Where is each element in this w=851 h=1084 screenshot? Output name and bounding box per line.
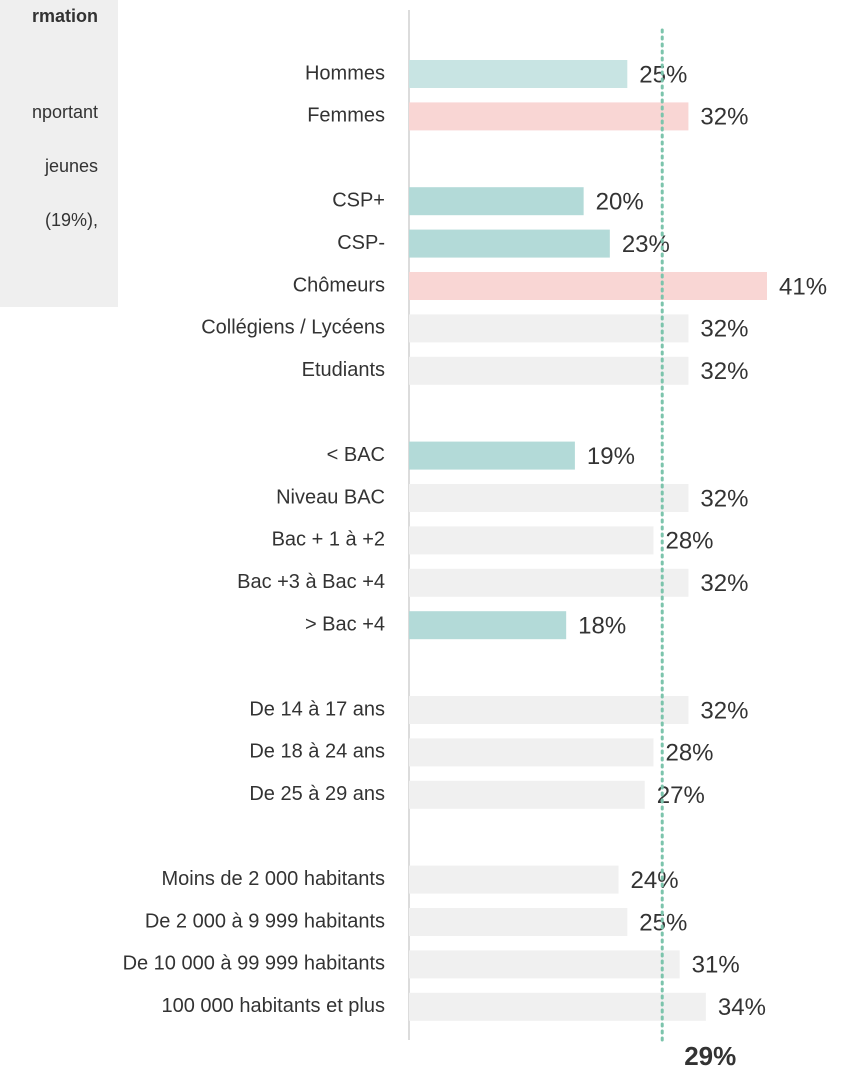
category-label: De 18 à 24 ans — [249, 741, 385, 763]
value-label: 20% — [596, 189, 644, 216]
category-label: De 14 à 17 ans — [249, 698, 385, 720]
value-label: 18% — [578, 613, 626, 640]
category-label: Hommes — [305, 62, 385, 84]
category-label: De 10 000 à 99 999 habitants — [123, 953, 385, 975]
bar — [409, 526, 654, 555]
category-label: De 25 à 29 ans — [249, 783, 385, 805]
value-label: 41% — [779, 273, 827, 300]
category-label: > Bac +4 — [305, 613, 385, 635]
category-label: 100 000 habitants et plus — [161, 995, 385, 1017]
reference-label: 29% — [684, 1041, 736, 1071]
value-label: 32% — [700, 697, 748, 724]
value-label: 32% — [700, 316, 748, 343]
value-label: 32% — [700, 570, 748, 597]
category-label: Niveau BAC — [276, 486, 385, 508]
category-label: Bac +3 à Bac +4 — [237, 571, 385, 593]
bar — [409, 865, 619, 894]
category-label: Chômeurs — [293, 274, 385, 296]
value-label: 31% — [692, 952, 740, 979]
bar — [409, 229, 610, 258]
value-label: 28% — [665, 740, 713, 767]
bar — [409, 484, 689, 512]
bar — [409, 60, 628, 88]
category-label: Moins de 2 000 habitants — [162, 868, 386, 890]
bar — [409, 950, 680, 979]
bar — [409, 780, 645, 809]
side-note-line: jeunes — [44, 156, 98, 176]
value-label: 32% — [700, 358, 748, 385]
value-label: 32% — [700, 485, 748, 512]
value-label: 28% — [665, 528, 713, 555]
category-label: CSP- — [337, 232, 385, 254]
value-label: 27% — [657, 782, 705, 809]
side-note-line: (19%), — [45, 210, 98, 230]
bar — [409, 992, 706, 1021]
category-label: De 2 000 à 9 999 habitants — [145, 910, 385, 932]
value-label: 24% — [631, 867, 679, 894]
bar — [409, 908, 628, 936]
value-label: 34% — [718, 994, 766, 1021]
side-note-box — [0, 0, 118, 307]
category-label: < BAC — [327, 444, 385, 466]
bar — [409, 441, 575, 470]
bar — [409, 696, 689, 724]
bar — [409, 314, 689, 343]
category-label: Collégiens / Lycéens — [201, 317, 385, 339]
category-label: Femmes — [307, 105, 385, 127]
bar — [409, 102, 689, 131]
bar — [409, 738, 654, 767]
bar — [409, 568, 689, 597]
side-note-line: rmation — [32, 6, 98, 26]
value-label: 32% — [700, 104, 748, 131]
category-label: Bac + 1 à +2 — [272, 529, 385, 551]
bar — [409, 187, 584, 216]
category-label: Etudiants — [302, 359, 385, 381]
bar — [409, 356, 689, 385]
bar — [409, 611, 567, 640]
side-note-line: nportant — [32, 102, 98, 122]
value-label: 19% — [587, 443, 635, 470]
bar — [409, 272, 767, 300]
category-label: CSP+ — [332, 189, 385, 211]
